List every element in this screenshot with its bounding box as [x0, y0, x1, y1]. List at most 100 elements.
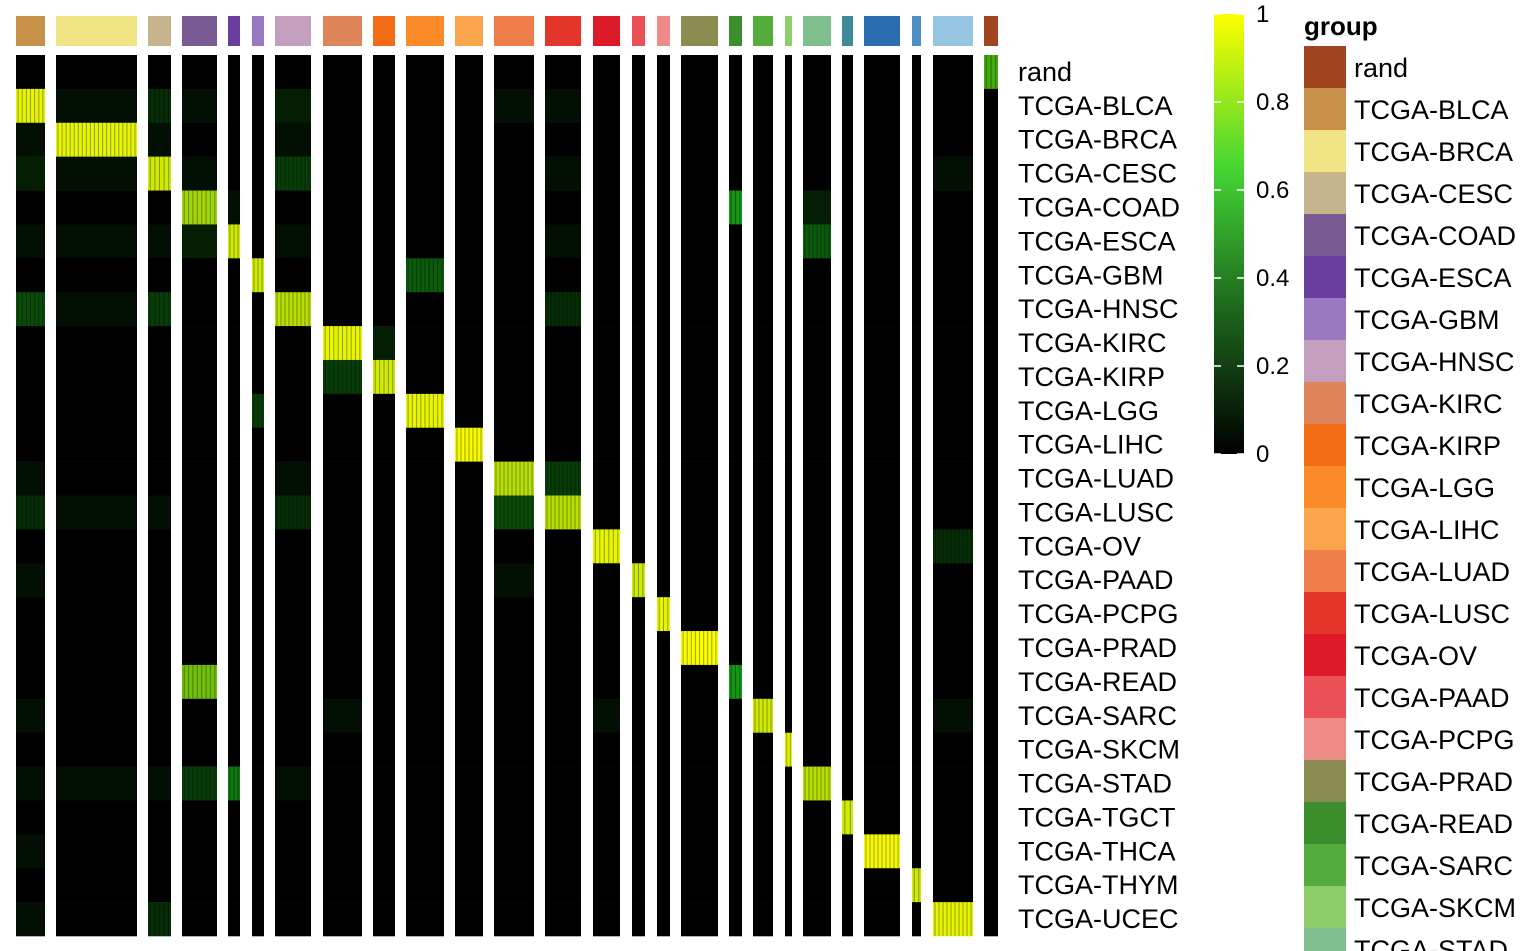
heat-cell: [275, 326, 311, 361]
heat-cell: [864, 800, 900, 835]
heat-cell: [729, 88, 742, 124]
heat-cell: [632, 190, 645, 225]
heat-cell: [657, 529, 670, 564]
heat-cell: [753, 563, 773, 598]
heat-cell: [16, 224, 45, 259]
heat-cell: [912, 834, 921, 869]
heat-cell: [455, 359, 483, 395]
heat-cell: [182, 122, 217, 157]
heat-cell: [984, 224, 998, 259]
row-label: TCGA-THYM: [1018, 870, 1178, 900]
heat-cell: [933, 597, 973, 632]
heat-cell: [593, 393, 620, 429]
heat-cell: [182, 664, 217, 700]
heat-cell: [933, 393, 973, 429]
heat-cell: [182, 359, 217, 395]
heat-cell: [864, 156, 900, 191]
heat-cell: [593, 122, 620, 157]
heat-cell: [753, 631, 773, 666]
heat-cell: [753, 732, 773, 767]
heat-cell: [803, 597, 831, 632]
heat-cell: [729, 732, 742, 767]
heat-cell: [182, 766, 217, 801]
heat-cell: [984, 427, 998, 462]
heat-cell: [864, 427, 900, 462]
heat-cell: [657, 766, 670, 801]
heat-cell: [182, 55, 217, 90]
heat-cell: [785, 122, 792, 157]
heat-cell: [373, 258, 395, 293]
heat-cell: [545, 834, 581, 869]
heat-cell: [323, 800, 362, 835]
legend-label: TCGA-LUSC: [1354, 599, 1510, 629]
heat-cell: [933, 563, 973, 598]
heat-cell: [864, 868, 900, 903]
heat-cell: [406, 495, 444, 530]
heat-cell: [785, 698, 792, 733]
heat-cell: [984, 529, 998, 564]
heat-cell: [56, 698, 137, 733]
row-label: TCGA-PRAD: [1018, 633, 1177, 663]
heat-cell: [275, 258, 311, 293]
heat-cell: [864, 461, 900, 496]
heat-cell: [842, 529, 853, 564]
heat-cell: [275, 88, 311, 124]
heat-cell: [842, 190, 853, 225]
heat-cell: [842, 868, 853, 903]
heat-cell: [275, 732, 311, 767]
heat-cell: [148, 597, 171, 632]
heat-cell: [323, 664, 362, 700]
heat-cell: [632, 359, 645, 395]
heat-cell: [842, 55, 853, 90]
heat-cell: [912, 631, 921, 666]
heat-cell: [148, 834, 171, 869]
heat-cell: [681, 393, 718, 429]
heat-cell: [275, 868, 311, 903]
color-scale-bar: [1214, 14, 1244, 454]
heat-cell: [785, 427, 792, 462]
heat-cell: [912, 326, 921, 361]
heat-cell: [275, 631, 311, 666]
heat-cell: [803, 156, 831, 191]
scale-tick-label: 0.6: [1256, 177, 1289, 204]
annotation-rand: [984, 16, 998, 46]
heat-cell: [803, 563, 831, 598]
heat-cell: [984, 156, 998, 191]
heat-cell: [228, 563, 240, 598]
legend-swatch: [1304, 130, 1346, 172]
heat-cell: [545, 224, 581, 259]
heat-cell: [275, 563, 311, 598]
heat-cell: [545, 766, 581, 801]
annotation-tcga-cesc: [148, 16, 171, 46]
heat-cell: [842, 631, 853, 666]
heat-cell: [842, 393, 853, 429]
heat-cell: [984, 122, 998, 157]
heat-cell: [228, 766, 240, 801]
heat-cell: [494, 326, 534, 361]
heat-cell: [56, 88, 137, 124]
heat-cell: [16, 461, 45, 496]
heat-cell: [681, 495, 718, 530]
heat-cell: [252, 393, 264, 429]
legend-label: TCGA-LIHC: [1354, 515, 1500, 545]
heat-cell: [148, 156, 171, 191]
heat-cell: [753, 495, 773, 530]
row-label: TCGA-GBM: [1018, 260, 1164, 290]
heat-cell: [593, 461, 620, 496]
heat-cell: [657, 664, 670, 700]
heat-cell: [228, 258, 240, 293]
legend-label: TCGA-COAD: [1354, 221, 1516, 251]
annotation-tcga-prad: [681, 16, 718, 46]
heat-cell: [373, 732, 395, 767]
heat-cell: [16, 664, 45, 700]
heat-cell: [16, 427, 45, 462]
heat-cell: [228, 427, 240, 462]
heat-cell: [681, 834, 718, 869]
heat-cell: [455, 902, 483, 937]
legend-label: TCGA-LUAD: [1354, 557, 1510, 587]
heat-cell: [753, 258, 773, 293]
heat-cell: [275, 766, 311, 801]
heat-cell: [16, 698, 45, 733]
heat-cell: [912, 359, 921, 395]
heat-cell: [252, 597, 264, 632]
